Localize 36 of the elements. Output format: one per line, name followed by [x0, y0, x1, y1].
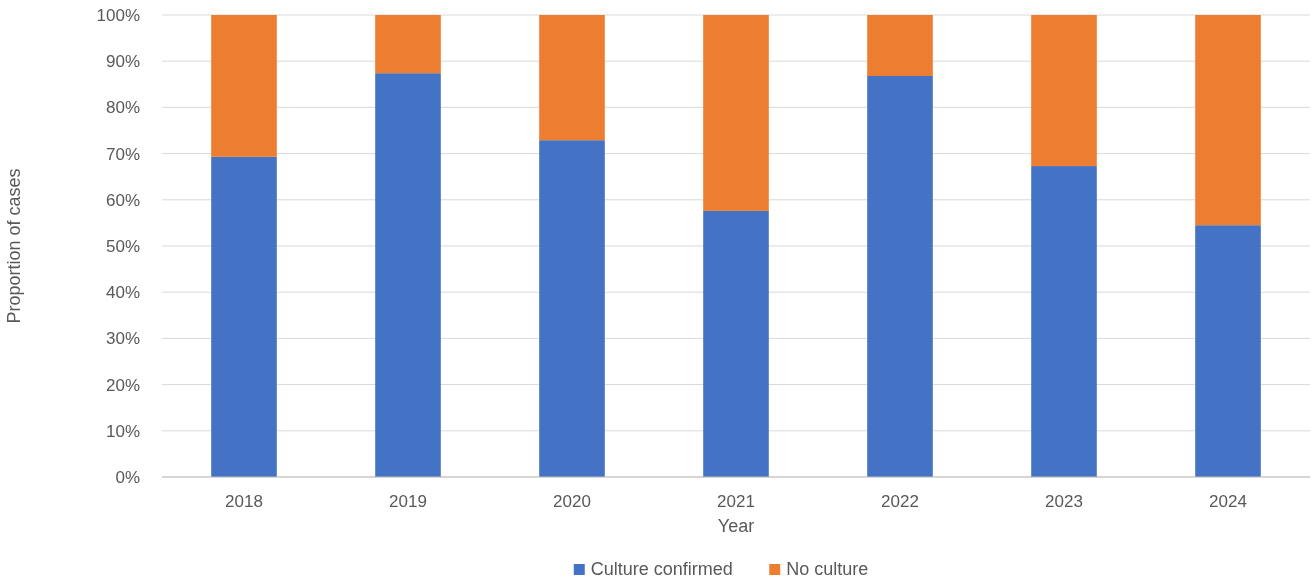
y-axis-title: Proportion of cases — [4, 168, 24, 324]
bar — [375, 15, 441, 74]
y-tick-label: 50% — [105, 236, 140, 256]
bar — [703, 210, 769, 477]
x-tick-label: 2020 — [553, 492, 591, 511]
y-tick-label: 60% — [105, 190, 140, 210]
bar — [539, 15, 605, 141]
bar — [1195, 225, 1261, 477]
x-tick-label: 2021 — [717, 492, 755, 511]
bar — [1031, 15, 1097, 167]
bar — [867, 75, 933, 477]
bar — [867, 15, 933, 76]
y-tick-label: 70% — [105, 144, 140, 164]
y-tick-label: 100% — [96, 5, 140, 25]
y-tick-label: 40% — [105, 283, 140, 303]
y-tick-label: 80% — [105, 98, 140, 118]
y-tick-label: 30% — [105, 329, 140, 349]
y-tick-label: 10% — [105, 421, 140, 441]
x-tick-label: 2024 — [1209, 492, 1247, 511]
x-tick-label: 2018 — [225, 492, 263, 511]
x-tick-label: 2022 — [881, 492, 919, 511]
legend-label: Culture confirmed — [590, 559, 733, 579]
bar — [211, 15, 277, 157]
legend-label: No culture — [786, 559, 869, 579]
y-tick-label: 0% — [115, 467, 140, 487]
bar — [375, 73, 441, 477]
y-tick-label: 90% — [105, 52, 140, 72]
x-axis-title: Year — [717, 516, 755, 536]
x-tick-label: 2019 — [389, 492, 427, 511]
bar — [1195, 15, 1261, 226]
bar — [539, 140, 605, 477]
bar — [1031, 166, 1097, 477]
y-tick-label: 20% — [105, 375, 140, 395]
bar — [211, 156, 277, 477]
bar — [703, 15, 769, 211]
x-tick-label: 2023 — [1045, 492, 1083, 511]
